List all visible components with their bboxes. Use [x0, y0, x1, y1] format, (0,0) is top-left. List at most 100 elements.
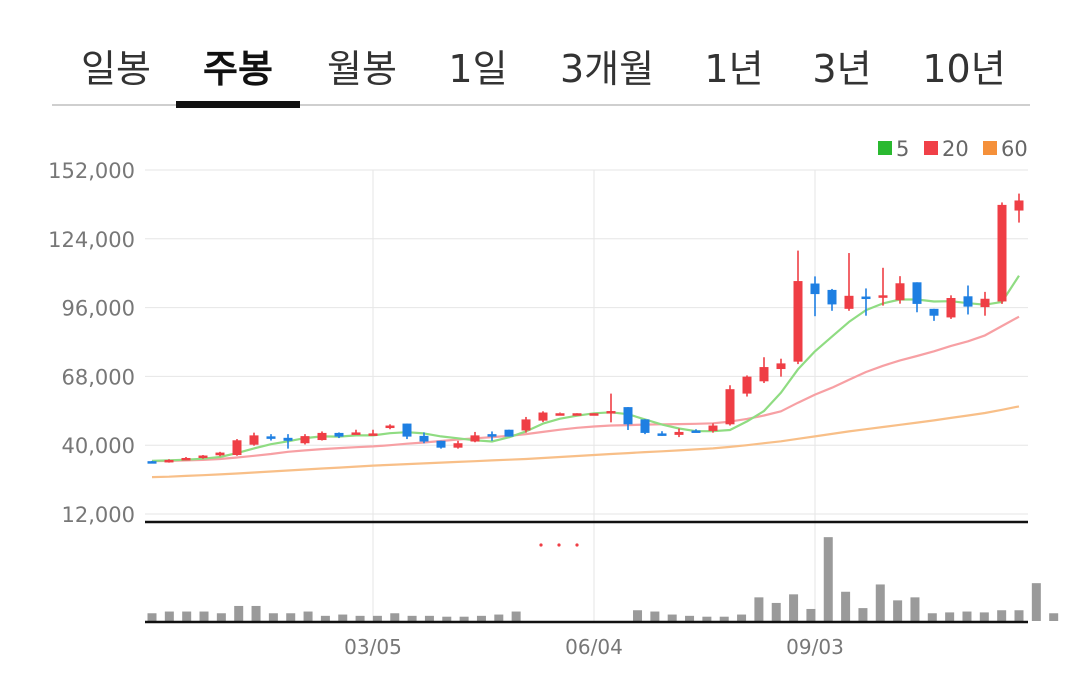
y-tick-label: 40,000	[62, 434, 135, 458]
volume-bar	[251, 605, 261, 621]
volume-dot	[557, 543, 561, 547]
candle-body	[368, 433, 378, 436]
candle-body	[385, 425, 395, 429]
volume-bar	[633, 610, 643, 621]
candle-body	[963, 296, 973, 307]
candle-body	[436, 440, 446, 448]
volume-bar	[303, 611, 313, 621]
candle-body	[266, 436, 276, 439]
candle-body	[1014, 200, 1024, 211]
candle-body	[657, 433, 667, 436]
tabs-divider	[52, 104, 1030, 106]
x-tick-label: 06/04	[565, 635, 623, 659]
candle-body	[895, 283, 905, 301]
candle-body	[453, 443, 463, 448]
volume-bar	[893, 600, 903, 621]
volume-bar	[424, 615, 434, 621]
period-tabs: 일봉 주봉 월봉 1일 3개월 1년 3년 10년	[52, 0, 1030, 108]
candle-body	[793, 281, 803, 362]
volume-bar	[841, 591, 851, 621]
candle-body	[725, 389, 735, 425]
candle-body	[215, 452, 225, 456]
volume-dot	[575, 543, 579, 547]
volume-bar	[979, 612, 989, 621]
candle-body	[470, 435, 480, 442]
y-tick-label: 96,000	[62, 297, 135, 321]
volume-bar	[234, 605, 244, 621]
volume-bar	[875, 584, 885, 621]
candle-body	[555, 413, 565, 416]
candle-body	[844, 295, 854, 309]
volume-bar	[268, 613, 278, 621]
ma5-line	[151, 275, 1020, 462]
candle-body	[810, 283, 820, 295]
volume-bar	[927, 613, 937, 621]
candle-body	[351, 432, 361, 435]
candle-body	[402, 423, 412, 437]
candle-body	[164, 459, 174, 463]
legend-label: 5	[896, 137, 909, 161]
x-tick-label: 03/05	[344, 635, 402, 659]
volume-bar	[910, 597, 920, 621]
candle-body	[980, 298, 990, 308]
volume-bar	[1014, 610, 1024, 621]
legend-swatch	[924, 141, 938, 155]
volume-bar	[216, 613, 226, 621]
volume-bar	[667, 614, 677, 621]
legend-label: 60	[1001, 137, 1028, 161]
volume-bar	[806, 608, 816, 621]
tab-1year[interactable]: 1년	[704, 47, 764, 91]
volume-dot	[539, 543, 543, 547]
candle-body	[317, 432, 327, 441]
volume-bar	[372, 615, 382, 621]
volume-bar	[511, 611, 521, 621]
candle-body	[334, 432, 344, 437]
volume-bar	[962, 611, 972, 621]
tab-weekly[interactable]: 주봉	[203, 47, 273, 91]
candle-body	[708, 425, 718, 431]
candle-body	[487, 434, 497, 437]
volume-bar	[997, 610, 1007, 621]
candle-body	[878, 295, 888, 298]
legend-label: 20	[942, 137, 969, 161]
volume-bar	[147, 613, 157, 621]
legend-swatch	[878, 141, 892, 155]
volume-bar	[494, 614, 504, 621]
volume-bar	[355, 615, 365, 621]
volume-bar	[1031, 583, 1041, 621]
candle-body	[419, 435, 429, 442]
candle-body	[674, 431, 684, 435]
tab-3years[interactable]: 3년	[812, 47, 872, 91]
volume-bar	[442, 616, 452, 621]
volume-bar	[650, 611, 660, 621]
tab-1day[interactable]: 1일	[448, 47, 508, 91]
candle-body	[198, 455, 208, 459]
y-tick-label: 124,000	[48, 228, 135, 252]
candle-body	[147, 461, 157, 464]
candle-body	[300, 436, 310, 444]
volume-bar	[719, 616, 729, 621]
tab-monthly[interactable]: 월봉	[327, 47, 397, 91]
tab-10years[interactable]: 10년	[922, 47, 1006, 91]
y-tick-label: 12,000	[62, 503, 135, 527]
legend-swatch	[983, 141, 997, 155]
candle-body	[827, 289, 837, 305]
candle-body	[691, 430, 701, 433]
volume-bar	[754, 597, 764, 621]
candle-body	[929, 308, 939, 316]
tab-3months[interactable]: 3개월	[559, 47, 655, 91]
tab-daily[interactable]: 일봉	[81, 47, 151, 91]
candle-body	[589, 413, 599, 416]
candle-body	[283, 437, 293, 441]
candle-body	[623, 407, 633, 425]
active-tab-indicator	[176, 101, 300, 108]
candle-body	[776, 363, 786, 370]
y-tick-label: 152,000	[48, 159, 135, 183]
volume-bar	[771, 602, 781, 621]
candle-body	[946, 298, 956, 318]
volume-bar	[685, 615, 695, 621]
candle-body	[759, 367, 769, 382]
candle-body	[861, 296, 871, 300]
candle-body	[538, 412, 548, 421]
